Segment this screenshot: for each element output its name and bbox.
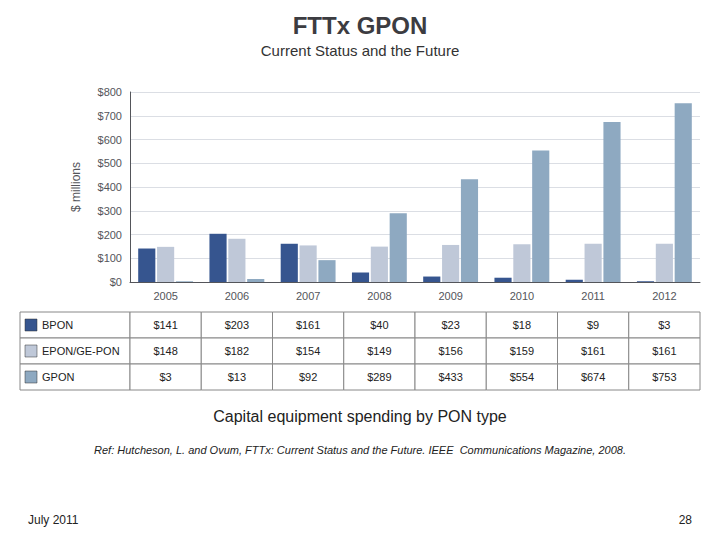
svg-text:$600: $600 [98,134,122,146]
svg-text:Current Status and the Future: Current Status and the Future [261,42,459,59]
svg-text:$400: $400 [98,181,122,193]
svg-text:$161: $161 [652,345,676,357]
svg-text:2011: 2011 [581,290,605,302]
svg-text:2012: 2012 [652,290,676,302]
svg-text:$148: $148 [153,345,177,357]
svg-text:$141: $141 [153,319,177,331]
svg-text:Capital equipment spending by: Capital equipment spending by PON type [213,408,507,425]
svg-text:$ millions: $ millions [69,162,83,212]
svg-text:$156: $156 [438,345,462,357]
svg-text:$554: $554 [510,371,534,383]
svg-text:EPON/GE-PON: EPON/GE-PON [42,345,120,357]
svg-text:$674: $674 [581,371,605,383]
svg-text:$500: $500 [98,157,122,169]
svg-text:$203: $203 [225,319,249,331]
svg-text:28: 28 [679,513,693,527]
svg-text:$3: $3 [658,319,670,331]
svg-text:$159: $159 [510,345,534,357]
svg-text:$154: $154 [296,345,320,357]
svg-text:Ref: Hutcheson, L. and Ovum, F: Ref: Hutcheson, L. and Ovum, FTTx: Curre… [94,444,626,456]
svg-text:2009: 2009 [438,290,462,302]
svg-text:$161: $161 [296,319,320,331]
svg-text:GPON: GPON [42,371,74,383]
svg-text:2007: 2007 [296,290,320,302]
svg-text:$433: $433 [438,371,462,383]
svg-text:$161: $161 [581,345,605,357]
svg-text:$40: $40 [370,319,388,331]
svg-text:2010: 2010 [510,290,534,302]
svg-text:BPON: BPON [42,319,73,331]
svg-text:$182: $182 [225,345,249,357]
svg-text:$700: $700 [98,110,122,122]
svg-text:July 2011: July 2011 [28,513,79,527]
svg-text:$3: $3 [160,371,172,383]
svg-text:$13: $13 [228,371,246,383]
svg-text:$289: $289 [367,371,391,383]
svg-text:$92: $92 [299,371,317,383]
svg-text:$149: $149 [367,345,391,357]
svg-text:2008: 2008 [367,290,391,302]
svg-text:$300: $300 [98,205,122,217]
svg-text:$200: $200 [98,229,122,241]
svg-text:$753: $753 [652,371,676,383]
svg-text:$9: $9 [587,319,599,331]
svg-text:$18: $18 [513,319,531,331]
svg-text:$100: $100 [98,252,122,264]
svg-text:$23: $23 [441,319,459,331]
svg-text:FTTx GPON: FTTx GPON [293,12,428,39]
svg-text:2005: 2005 [153,290,177,302]
svg-text:2006: 2006 [225,290,249,302]
svg-text:$800: $800 [98,86,122,98]
svg-text:$0: $0 [110,276,122,288]
